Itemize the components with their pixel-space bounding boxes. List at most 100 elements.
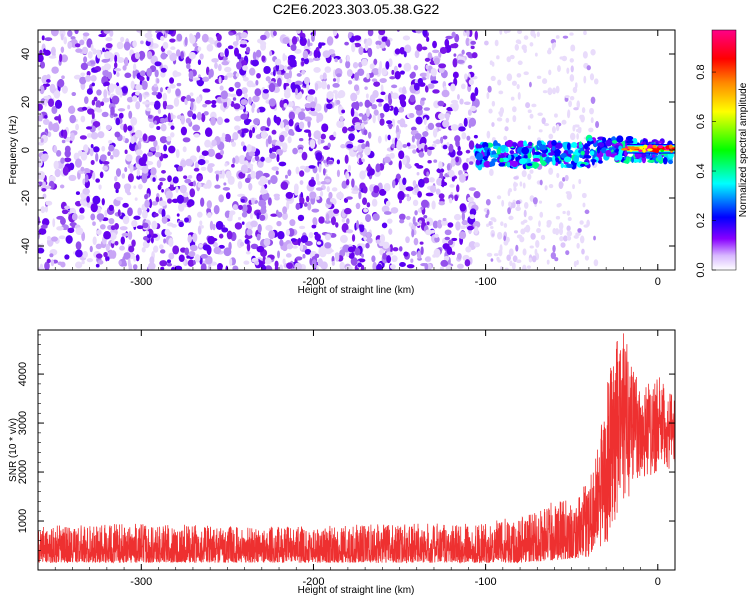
spectral-blob bbox=[360, 264, 365, 270]
spectral-blob bbox=[388, 123, 393, 130]
spectral-blob bbox=[315, 172, 320, 182]
spectral-blob bbox=[128, 245, 135, 253]
spectral-blob bbox=[60, 54, 69, 63]
spectral-blob bbox=[346, 54, 350, 62]
spectral-blob bbox=[582, 202, 586, 208]
spectral-blob bbox=[186, 94, 192, 102]
spectral-blob bbox=[237, 193, 246, 198]
spectral-blob bbox=[154, 61, 162, 67]
spectral-blob bbox=[186, 63, 191, 70]
spectral-blob bbox=[308, 179, 316, 187]
spectral-blob bbox=[139, 76, 145, 82]
spectral-blob bbox=[202, 103, 208, 108]
spectral-blob bbox=[497, 259, 502, 263]
spectral-blob bbox=[379, 118, 385, 126]
spectral-blob bbox=[288, 111, 295, 121]
spectral-blob bbox=[468, 140, 475, 150]
spectral-blob bbox=[95, 263, 100, 268]
spectral-blob bbox=[48, 121, 53, 131]
spectral-blob bbox=[513, 230, 519, 234]
spectral-blob bbox=[260, 207, 267, 214]
spectral-blob bbox=[422, 30, 428, 37]
spectral-blob bbox=[529, 42, 534, 47]
spectral-blob bbox=[371, 198, 378, 207]
spectral-blob bbox=[95, 49, 101, 54]
spectral-blob bbox=[529, 81, 532, 88]
spectral-blob bbox=[459, 98, 464, 105]
spectral-blob bbox=[388, 228, 393, 235]
spectral-blob bbox=[51, 236, 58, 242]
spectral-blob bbox=[583, 75, 587, 84]
spectral-blob bbox=[574, 82, 578, 89]
spectral-blob bbox=[442, 120, 450, 128]
spectral-blob bbox=[496, 195, 502, 200]
spectral-blob bbox=[136, 30, 142, 33]
colorbar-tick-label: 0.2 bbox=[695, 213, 707, 228]
spectral-blob bbox=[161, 169, 166, 174]
spectral-blob bbox=[71, 92, 77, 97]
spectral-blob bbox=[537, 112, 543, 117]
spectral-blob bbox=[90, 43, 94, 52]
spectral-blob bbox=[255, 79, 259, 86]
spectrogram-y-axis-label: Frequency (Hz) bbox=[8, 116, 19, 185]
spectral-blob bbox=[119, 226, 128, 231]
spectral-blob bbox=[527, 173, 532, 180]
signal-blob bbox=[555, 142, 563, 150]
spectral-blob bbox=[367, 171, 371, 177]
x-tick-label: 0 bbox=[655, 276, 661, 288]
spectral-blob bbox=[51, 122, 60, 133]
spectral-blob bbox=[550, 252, 557, 260]
spectral-blob bbox=[345, 252, 350, 257]
spectral-blob bbox=[161, 208, 166, 219]
spectral-blob bbox=[551, 42, 555, 51]
spectral-blob bbox=[248, 96, 252, 105]
spectral-blob bbox=[176, 33, 183, 42]
snr-frame bbox=[37, 329, 676, 571]
spectral-blob bbox=[369, 184, 374, 192]
spectral-blob bbox=[445, 35, 453, 40]
spectral-blob bbox=[110, 225, 116, 231]
spectral-blob bbox=[451, 237, 458, 242]
spectral-blob bbox=[305, 195, 310, 203]
spectral-blob bbox=[229, 93, 237, 98]
spectral-blob bbox=[548, 133, 554, 140]
spectral-blob bbox=[90, 74, 97, 82]
spectral-blob bbox=[160, 249, 166, 254]
spectral-blob bbox=[279, 239, 284, 247]
spectral-blob bbox=[410, 258, 414, 263]
spectral-blob bbox=[468, 187, 476, 191]
signal-blob bbox=[580, 150, 585, 156]
spectral-blob bbox=[382, 241, 390, 249]
spectral-blob bbox=[566, 210, 571, 216]
spectral-blob bbox=[234, 222, 243, 230]
spectral-blob bbox=[506, 73, 513, 82]
spectral-blob bbox=[523, 201, 529, 209]
spectral-blob bbox=[472, 220, 481, 229]
spectral-blob bbox=[202, 244, 211, 251]
spectral-blob bbox=[183, 175, 188, 179]
spectral-blob bbox=[137, 207, 142, 216]
spectral-blob bbox=[466, 135, 471, 141]
spectral-blob bbox=[149, 101, 155, 106]
spectral-blob bbox=[387, 134, 391, 141]
spectral-blob bbox=[187, 175, 193, 179]
spectral-blob bbox=[484, 40, 489, 46]
spectral-blob bbox=[184, 178, 192, 184]
spectral-blob bbox=[544, 185, 548, 191]
spectral-blob bbox=[105, 243, 110, 252]
spectral-blob bbox=[43, 49, 51, 56]
spectral-blob bbox=[228, 86, 235, 92]
spectral-blob bbox=[371, 255, 376, 263]
spectral-blob bbox=[319, 74, 324, 80]
spectral-blob bbox=[298, 121, 305, 130]
spectral-blob bbox=[437, 100, 445, 107]
spectral-blob bbox=[315, 152, 323, 161]
spectral-blob bbox=[514, 43, 519, 51]
spectral-blob bbox=[344, 41, 349, 46]
spectral-blob bbox=[536, 137, 541, 142]
spectral-blob bbox=[438, 63, 447, 69]
spectral-blob bbox=[132, 69, 136, 79]
signal-blob bbox=[632, 137, 638, 146]
spectral-blob bbox=[584, 255, 590, 261]
